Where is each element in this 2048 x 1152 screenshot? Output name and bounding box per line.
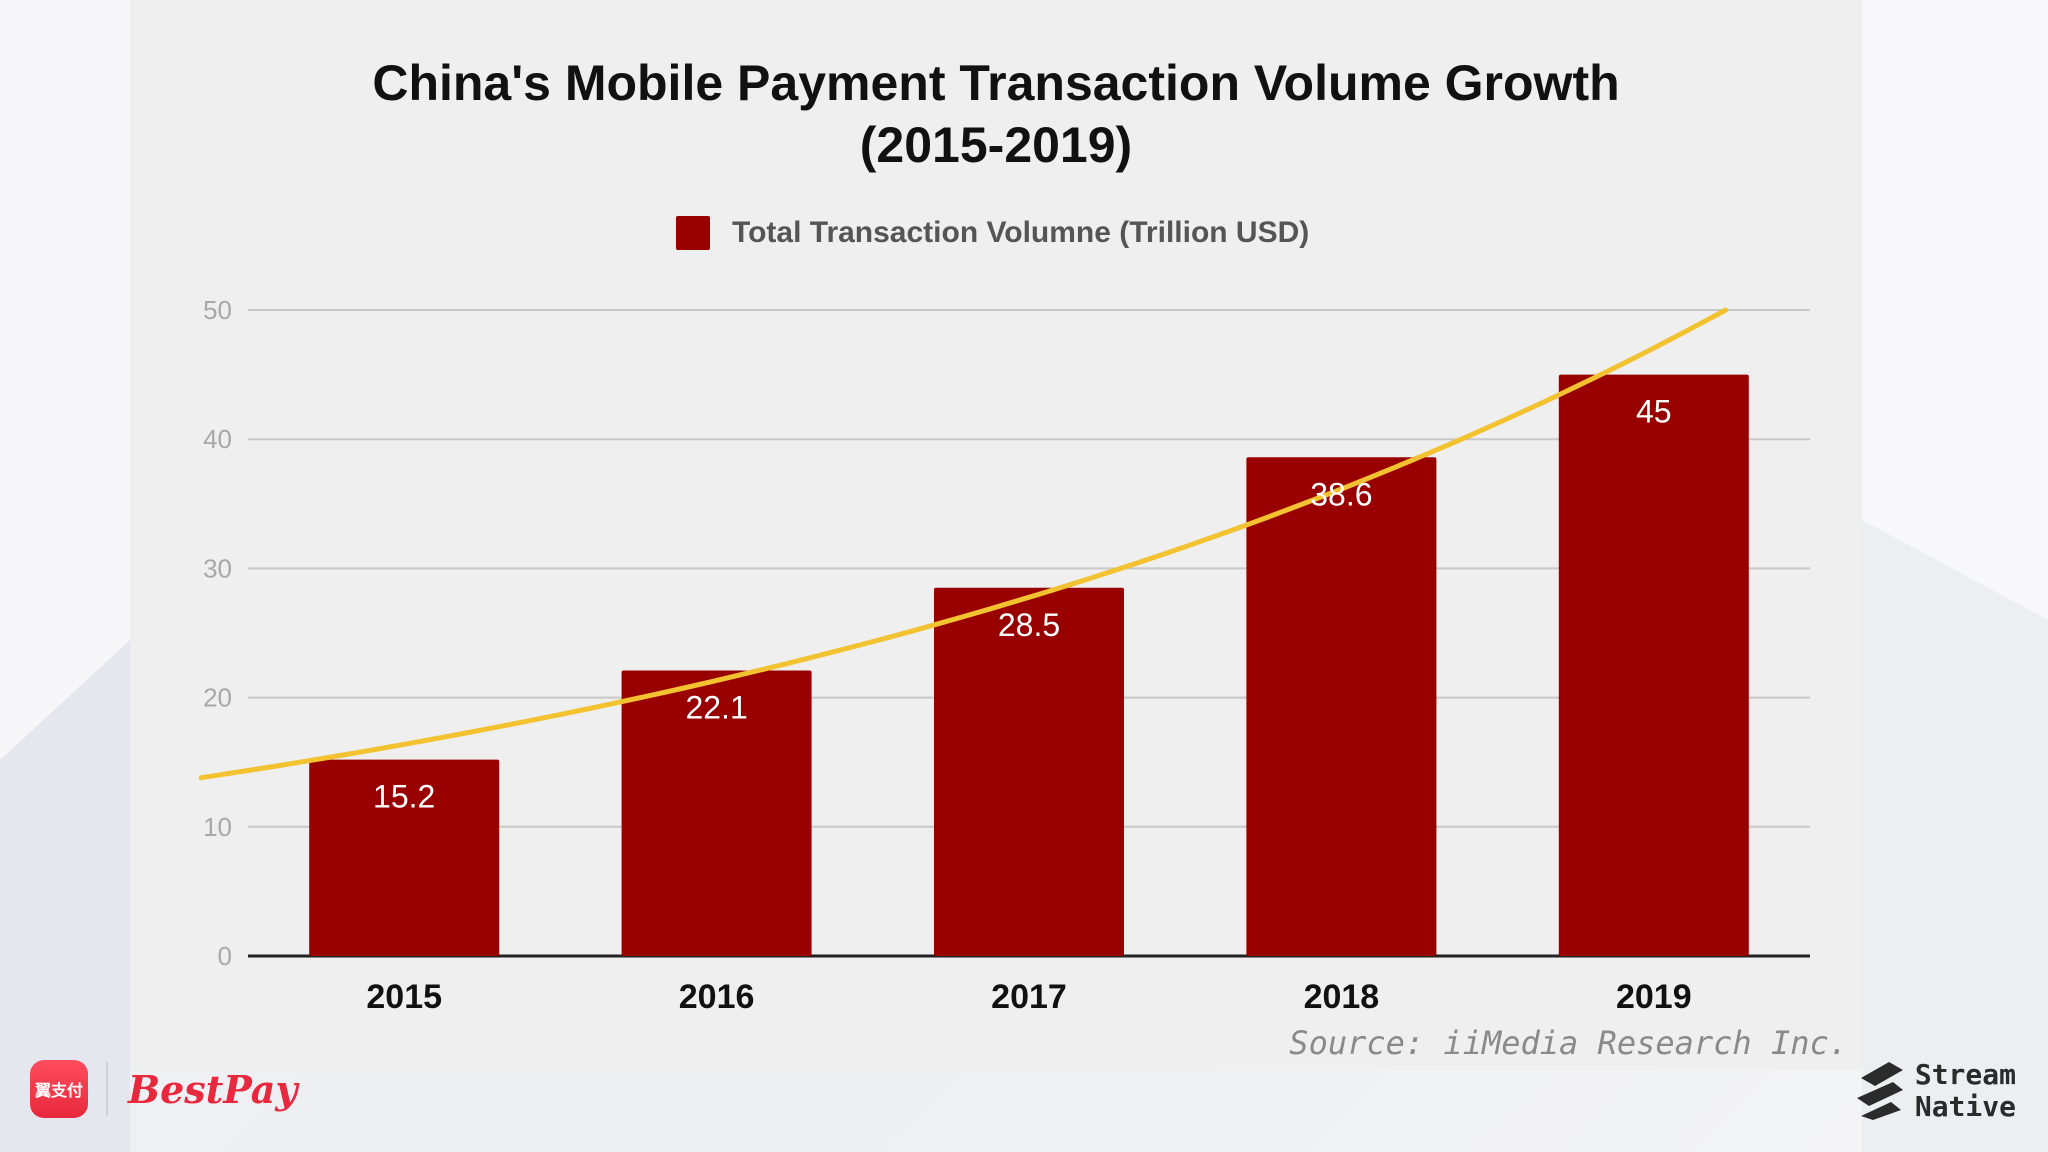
y-tick-label: 50 [203, 295, 232, 325]
bar-2018 [1246, 457, 1437, 956]
bar-2019 [1558, 374, 1749, 957]
streamnative-line1: Stream [1914, 1058, 2016, 1091]
x-tick-label: 2016 [679, 978, 755, 1016]
bar-2017 [934, 587, 1124, 956]
bestpay-wordmark: BestPay [128, 1066, 298, 1112]
data-labels: 15.2 22.1 28.5 38.6 45 [373, 394, 1672, 815]
data-label-2017: 28.5 [998, 607, 1060, 643]
y-tick-label: 0 [218, 941, 232, 971]
y-tick-label: 20 [203, 683, 232, 713]
trendline-curve [198, 307, 1729, 781]
y-tick-label: 10 [203, 812, 232, 842]
source-note: Source: iiMedia Research Inc. [1289, 1024, 1848, 1062]
x-tick-label: 2019 [1616, 978, 1692, 1016]
bestpay-logo: 翼支付 BestPay [30, 1060, 298, 1118]
bar-2015 [309, 759, 500, 956]
x-axis-ticks: 2015 2016 2017 2018 2019 [366, 978, 1691, 1016]
bar-2016 [621, 670, 812, 956]
x-tick-label: 2015 [366, 978, 442, 1016]
streamnative-mark-icon [1856, 1062, 1903, 1120]
bars [309, 374, 1749, 957]
data-label-2016: 22.1 [685, 689, 747, 725]
chart-legend: Total Transaction Volumne (Trillion USD) [676, 216, 1309, 250]
chart-title-line1: China's Mobile Payment Transaction Volum… [372, 55, 1620, 111]
y-tick-label: 40 [203, 424, 232, 454]
bestpay-app-icon: 翼支付 [30, 1060, 88, 1118]
streamnative-logo: Stream Native [1853, 1058, 2016, 1124]
legend-swatch [676, 216, 710, 250]
y-tick-label: 30 [203, 553, 232, 583]
logo-divider [106, 1062, 108, 1116]
y-axis-ticks: 0 10 20 30 40 50 [203, 295, 232, 971]
x-tick-label: 2017 [991, 978, 1067, 1016]
legend-label: Total Transaction Volumne (Trillion USD) [732, 216, 1310, 249]
streamnative-wordmark: Stream Native [1915, 1059, 2016, 1123]
trendline [198, 307, 1729, 781]
x-tick-label: 2018 [1304, 978, 1380, 1016]
streamnative-line2: Native [1914, 1090, 2016, 1123]
data-label-2015: 15.2 [373, 779, 435, 815]
data-label-2018: 38.6 [1310, 476, 1372, 512]
chart-title-line2: (2015-2019) [859, 117, 1133, 173]
data-label-2019: 45 [1636, 394, 1672, 430]
